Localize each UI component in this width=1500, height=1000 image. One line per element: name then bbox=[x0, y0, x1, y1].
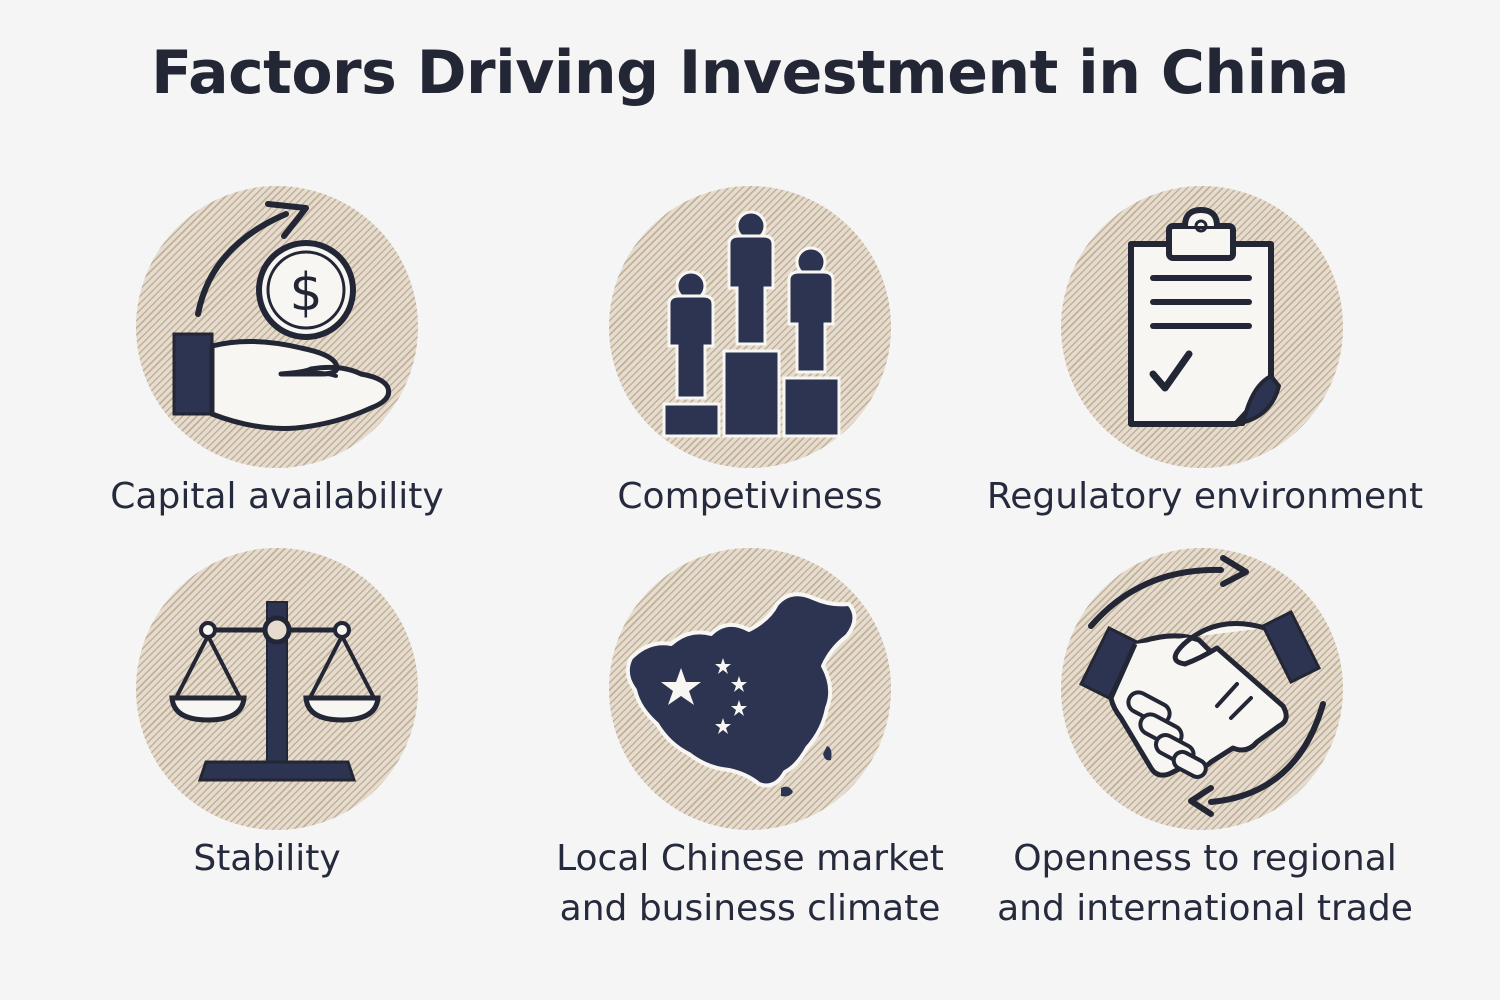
svg-text:$: $ bbox=[289, 263, 322, 323]
factor-label: Stability bbox=[193, 838, 341, 879]
factor-label: Competiviness bbox=[617, 476, 883, 517]
page-title: Factors Driving Investment in China bbox=[151, 38, 1349, 108]
hand-coin-icon: $ bbox=[172, 201, 392, 431]
factor-label: Openness to regional and international t… bbox=[997, 838, 1413, 929]
factor-label: Local Chinese market and business climat… bbox=[556, 838, 944, 929]
factor-label: Capital availability bbox=[110, 476, 444, 517]
clipboard-check-icon bbox=[1128, 206, 1281, 427]
scales-icon bbox=[169, 601, 381, 782]
handshake-icon bbox=[1078, 555, 1326, 817]
china-map-icon bbox=[625, 592, 857, 797]
podium-icon bbox=[662, 210, 841, 438]
factor-label: Regulatory environment bbox=[986, 476, 1424, 517]
